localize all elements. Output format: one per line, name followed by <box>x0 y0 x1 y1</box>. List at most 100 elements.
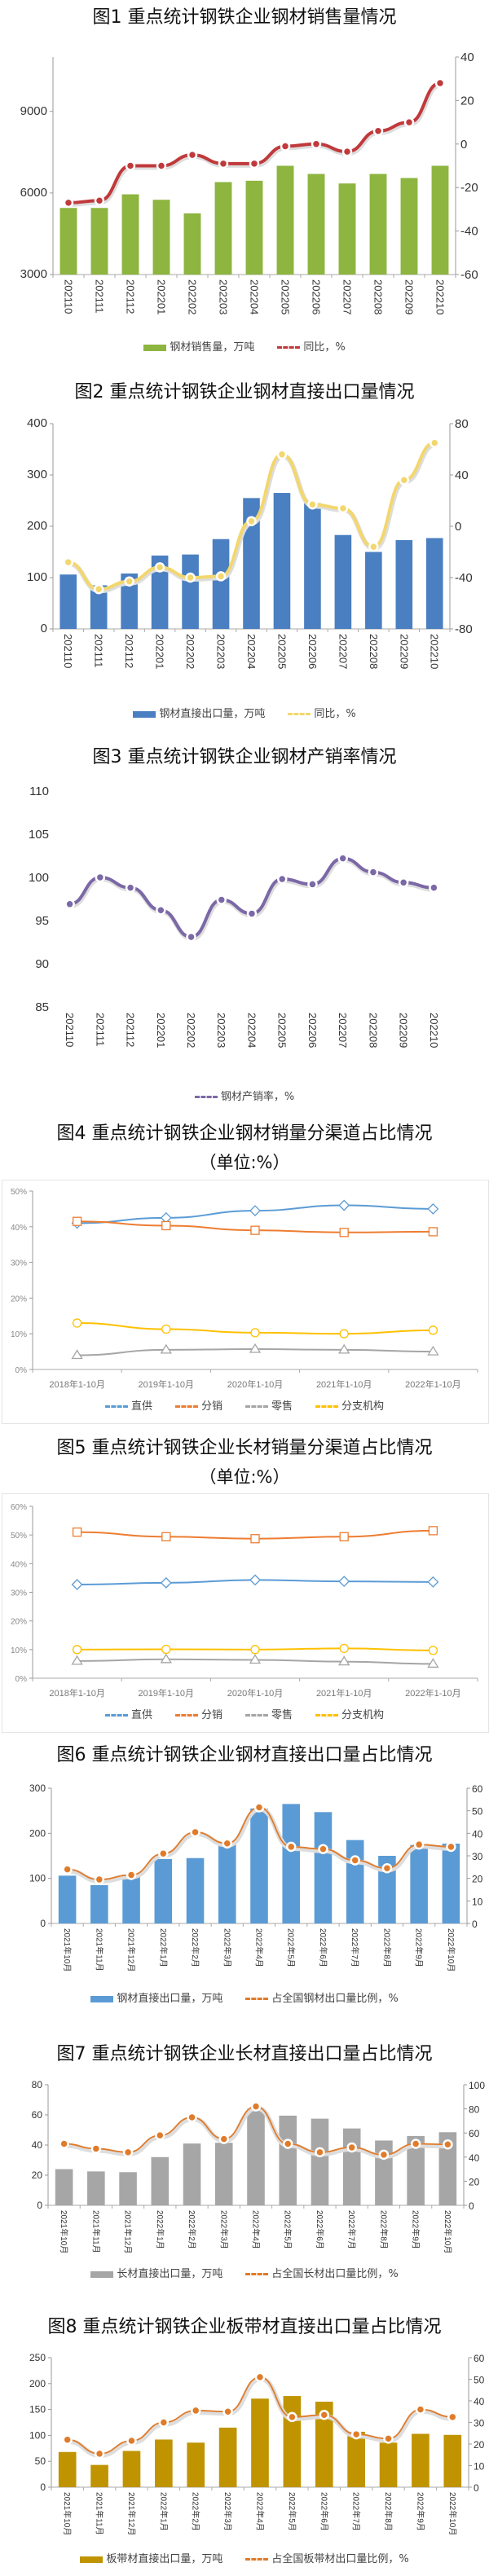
series-bar <box>55 2108 457 2205</box>
y-tick-label: 300 <box>29 1783 46 1794</box>
data-point <box>383 2433 394 2444</box>
x-tick-label: 202111 <box>93 634 105 667</box>
bar <box>90 208 108 275</box>
bar <box>438 2132 457 2205</box>
data-point <box>72 1318 82 1328</box>
y2-tick-label: -40 <box>460 225 478 239</box>
data-point <box>311 138 322 150</box>
chart-title: 图4 重点统计钢铁企业钢材销量分渠道占比情况 <box>56 1123 433 1144</box>
x-tick-label: 202203 <box>217 279 229 314</box>
y-tick-label: 80 <box>32 2079 43 2090</box>
y-tick-label: 20 <box>32 2169 43 2181</box>
x-tick-label: 2022年8月 <box>381 1928 392 1967</box>
y2-tick-label: 40 <box>472 1828 483 1840</box>
data-point <box>124 576 134 587</box>
data-point <box>338 1576 350 1588</box>
data-point <box>428 1227 438 1237</box>
bar <box>121 573 138 629</box>
data-point <box>63 556 73 568</box>
data-point <box>276 449 288 460</box>
bar <box>395 540 413 629</box>
series-line <box>64 853 439 943</box>
data-point <box>63 197 74 209</box>
data-point <box>428 1526 438 1536</box>
data-point <box>285 1841 297 1853</box>
x-tick-label: 202206 <box>306 634 319 669</box>
bar <box>431 165 449 275</box>
chart-frame <box>2 1180 489 1424</box>
data-point <box>161 1324 171 1334</box>
bar <box>59 574 77 629</box>
x-tick-label: 202209 <box>398 634 410 669</box>
x-tick-label: 202202 <box>186 279 198 314</box>
legend-label: 零售 <box>271 1709 293 1721</box>
data-point <box>186 931 196 943</box>
series-line <box>62 1802 456 1885</box>
data-point <box>427 1202 439 1215</box>
y2-tick-label: 60 <box>474 2353 485 2364</box>
x-tick-label: 2022年8月 <box>378 2210 389 2249</box>
bar <box>347 2431 365 2487</box>
y-tick-label: 100 <box>29 871 49 885</box>
legend-label: 分销 <box>200 1709 222 1721</box>
x-tick-label: 202207 <box>337 1013 349 1048</box>
x-tick-label: 2022年7月 <box>351 2492 362 2531</box>
data-point <box>381 1862 393 1874</box>
y-tick-label: 105 <box>29 828 49 842</box>
y2-tick-label: 20 <box>460 94 474 108</box>
bar <box>334 534 352 629</box>
x-tick-label: 202208 <box>372 279 384 314</box>
bar <box>273 493 291 629</box>
legend-item: 零售 <box>245 1400 293 1414</box>
data-point <box>93 583 104 595</box>
legend-item: 分销 <box>174 1400 222 1414</box>
x-tick-label: 2020年1-10月 <box>227 1687 284 1699</box>
chart-5: 0% 10% 20% 30% 40% 50% 60% 2018年1-10月 2019年1-10月… <box>11 1503 478 1699</box>
x-tick-label: 2022年5月 <box>286 1928 297 1967</box>
x-tick-label: 202203 <box>214 634 227 669</box>
data-point <box>338 1199 350 1211</box>
x-tick-label: 2020年1-10月 <box>227 1378 284 1390</box>
chart-legend: 直供 分销 零售 分支机构 <box>0 1708 489 1724</box>
x-tick-label: 202204 <box>245 634 258 669</box>
x-tick-label: 2021年11月 <box>90 2210 101 2253</box>
y-tick-label: 110 <box>29 785 49 798</box>
y2-tick-label: 40 <box>455 468 469 482</box>
bar <box>251 2398 269 2487</box>
legend-item: 直供 <box>104 1400 152 1414</box>
series-line <box>63 77 446 209</box>
x-tick-label: 202207 <box>341 279 353 314</box>
x-tick-label: 202111 <box>94 1013 106 1046</box>
x-tick-label: 202210 <box>429 634 441 669</box>
y2-tick-label: 0 <box>474 2482 479 2494</box>
legend-label: 同比，% <box>314 708 356 720</box>
x-tick-label: 2022年7月 <box>346 2210 357 2249</box>
data-point <box>315 2147 325 2158</box>
bar <box>58 1875 77 1923</box>
chart-title: 图1 重点统计钢铁企业钢材销售量情况 <box>92 7 397 28</box>
legend-line-swatch <box>245 1998 269 2000</box>
x-tick-label: 202205 <box>276 1013 289 1048</box>
y-tick-label: 90 <box>35 957 49 971</box>
series-line <box>71 1199 439 1229</box>
x-tick-label: 202201 <box>155 1013 167 1048</box>
x-tick-label: 2022年3月 <box>222 1928 232 1967</box>
y2-tick-label: 80 <box>469 2104 480 2116</box>
y-tick-label: 10% <box>11 1646 27 1655</box>
data-point <box>95 872 106 883</box>
y-tick-label: 9000 <box>20 104 47 118</box>
data-point <box>216 895 227 905</box>
legend-label: 占全国板带材出口量比例，% <box>271 2553 409 2565</box>
bar <box>243 498 260 629</box>
y-tick-label: 0 <box>40 2481 46 2493</box>
data-point <box>125 160 136 171</box>
data-point <box>282 2139 293 2149</box>
data-point <box>218 2134 230 2144</box>
x-tick-label: 202111 <box>93 279 105 313</box>
bar <box>154 1858 173 1923</box>
chart-title: 图6 重点统计钢铁企业钢材直接出口量占比情况 <box>56 1745 433 1765</box>
series-line <box>72 1318 438 1339</box>
x-tick-label: 202209 <box>403 279 415 314</box>
bar <box>307 174 325 275</box>
series-line <box>69 856 434 939</box>
